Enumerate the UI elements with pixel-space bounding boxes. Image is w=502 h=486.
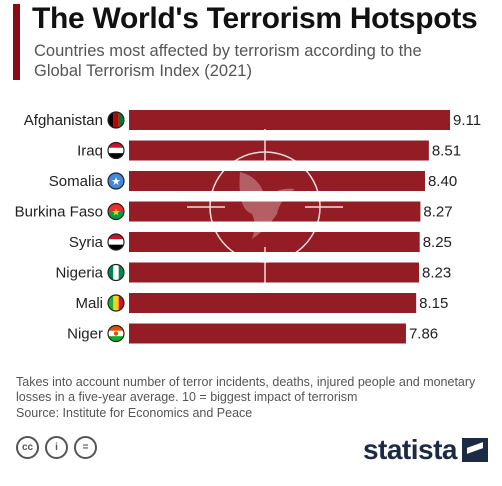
- flag-stripe: [108, 211, 124, 220]
- title-accent-bar: [13, 4, 20, 80]
- flag-border: [107, 202, 125, 221]
- category-label: Niger: [67, 326, 103, 343]
- category-label: Iraq: [77, 143, 103, 160]
- value-label: 8.15: [419, 295, 448, 312]
- category-label: Nigeria: [55, 265, 103, 282]
- flag-border: [107, 324, 125, 343]
- value-label: 9.11: [453, 112, 481, 129]
- value-label: 8.51: [432, 143, 461, 160]
- flag-stripe: [108, 173, 124, 189]
- bar: [129, 262, 419, 283]
- flag-border: [107, 263, 125, 282]
- category-label: Burkina Faso: [15, 204, 103, 221]
- flag-sun: [113, 331, 119, 336]
- flag-stripe: [108, 234, 124, 240]
- license-icons: cc i =: [16, 436, 97, 459]
- flag-stripe: [108, 264, 114, 281]
- chart-subtitle: Countries most affected by terrorism acc…: [34, 42, 422, 80]
- flag-stripe: [118, 112, 124, 128]
- bar-chart: Afghanistan 9.11 Iraq 8.51 Somalia ★ 8.40 Burki…: [15, 110, 481, 344]
- value-label: 8.27: [423, 204, 452, 221]
- value-label: 8.23: [422, 265, 451, 282]
- value-label: 8.25: [423, 234, 452, 251]
- flag-stripe: [108, 203, 124, 212]
- somalia-flag-icon: ★: [108, 173, 124, 189]
- flag-stripe: [108, 147, 124, 154]
- bar: [129, 232, 420, 252]
- attribution-icon: i: [45, 436, 68, 459]
- category-label: Mali: [75, 295, 103, 312]
- flag-stripe: [118, 295, 124, 311]
- flag-border: [107, 172, 125, 190]
- niger-flag-icon: [108, 325, 124, 342]
- burkina-faso-flag-icon: ★: [108, 203, 124, 220]
- flag-stripe: [108, 153, 124, 159]
- flag-stripe: [108, 325, 124, 331]
- category-label: Somalia: [49, 173, 104, 190]
- bar: [129, 110, 450, 130]
- creative-commons-icon: cc: [16, 436, 39, 459]
- bar: [129, 323, 406, 344]
- chart-title: The World's Terrorism Hotspots: [32, 2, 478, 35]
- bar: [129, 140, 429, 161]
- flag-stripe: [113, 112, 119, 128]
- bar: [129, 293, 417, 313]
- mali-flag-icon: [108, 295, 124, 311]
- flag-border: [107, 111, 125, 129]
- brand-name: statista: [362, 434, 458, 465]
- iraq-flag-icon: [108, 142, 124, 159]
- flag-border: [107, 233, 125, 251]
- dove-watermark-icon: [187, 129, 343, 285]
- flag-stripe: [108, 112, 114, 128]
- afghanistan-flag-icon: [108, 112, 124, 128]
- flag-stripe: [108, 244, 124, 250]
- value-label: 7.86: [409, 326, 438, 343]
- no-derivatives-icon: =: [74, 436, 97, 459]
- flag-stripe: [118, 264, 124, 281]
- flag-border: [107, 294, 125, 312]
- source-note: Source: Institute for Economics and Peac…: [16, 406, 253, 420]
- statista-mark-icon: [462, 438, 488, 462]
- flag-star: ★: [112, 208, 121, 219]
- flag-stripe: [113, 264, 119, 281]
- flag-stripe: [108, 295, 114, 311]
- flag-stripe: [108, 336, 124, 342]
- bar: [129, 171, 425, 191]
- flag-star: ★: [111, 176, 121, 188]
- value-label: 8.40: [428, 173, 457, 190]
- watermark-dove: [239, 172, 295, 239]
- flag-stripe: [108, 239, 124, 245]
- category-label: Syria: [69, 234, 104, 251]
- category-label: Afghanistan: [24, 112, 103, 129]
- footnote: Takes into account number of terror inci…: [16, 375, 476, 404]
- nigeria-flag-icon: [108, 264, 124, 281]
- statista-logo[interactable]: statista: [363, 434, 488, 466]
- flag-stripe: [113, 295, 119, 311]
- flag-border: [107, 141, 125, 160]
- syria-flag-icon: [108, 234, 124, 250]
- flag-stripe: [108, 142, 124, 148]
